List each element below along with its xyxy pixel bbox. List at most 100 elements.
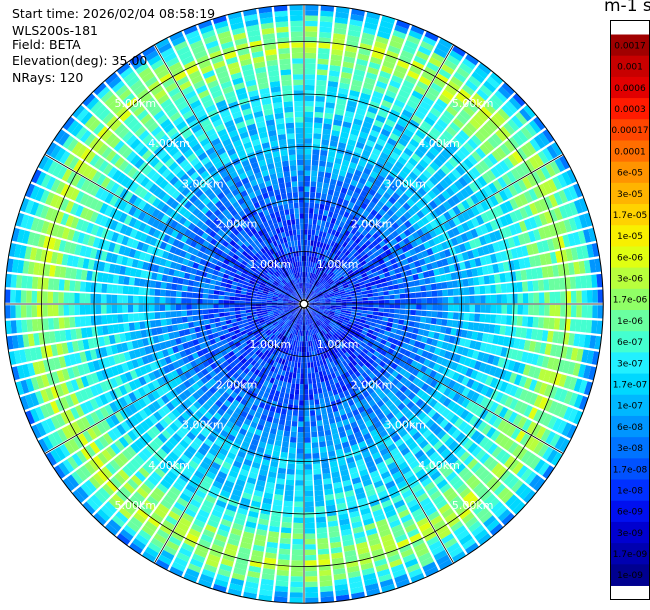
ray-cell [182, 243, 190, 252]
ray-cell [84, 209, 94, 221]
ray-cell [299, 218, 304, 224]
ray-cell [578, 379, 588, 394]
ray-cell [262, 408, 269, 416]
ray-cell [218, 395, 227, 404]
ray-cell [288, 302, 294, 304]
ray-cell [56, 166, 68, 180]
ray-cell [243, 207, 251, 215]
ray-cell [334, 314, 340, 318]
ray-cell [207, 420, 216, 429]
ray-cell [576, 305, 582, 318]
ray-cell [104, 72, 119, 85]
ray-cell [123, 406, 134, 417]
ray-cell [140, 270, 148, 279]
ray-cell [156, 327, 163, 335]
ray-cell [263, 315, 269, 320]
ray-cell [291, 286, 296, 291]
ray-cell [306, 314, 309, 320]
ray-cell [217, 330, 225, 337]
ray-cell [90, 293, 96, 304]
ray-cell [297, 261, 300, 267]
ray-cell [285, 484, 294, 491]
ray-cell [200, 184, 210, 193]
ray-cell [322, 467, 331, 474]
ray-cell [342, 321, 348, 326]
ray-cell [171, 229, 179, 238]
ray-cell [483, 515, 497, 528]
ray-cell [240, 398, 248, 406]
ray-cell [350, 586, 364, 595]
ray-cell [232, 372, 240, 380]
ray-cell [219, 35, 233, 45]
ray-cell [320, 451, 328, 459]
ray-cell [80, 111, 93, 125]
ray-cell [80, 375, 90, 388]
ray-cell [405, 437, 415, 447]
ray-cell [283, 296, 289, 299]
ray-cell [257, 351, 264, 358]
ray-cell [291, 554, 303, 561]
ray-cell [261, 98, 272, 106]
ray-cell [538, 368, 547, 381]
ray-cell [257, 315, 264, 319]
ray-cell [95, 315, 102, 325]
ray-cell [221, 368, 229, 376]
ray-cell [260, 248, 267, 254]
ray-cell [248, 426, 256, 434]
ray-cell [36, 171, 47, 186]
ray-cell [61, 368, 70, 381]
ray-cell [330, 348, 336, 355]
ray-cell [387, 336, 394, 343]
ray-cell [264, 317, 270, 322]
ray-cell [438, 394, 447, 404]
ray-cell [146, 101, 159, 113]
ray-cell [162, 365, 171, 374]
ray-cell [250, 179, 258, 187]
ray-cell [234, 304, 240, 308]
ray-cell [334, 370, 341, 378]
ray-cell [224, 119, 235, 128]
ray-cell [293, 90, 304, 96]
ray-cell [184, 228, 192, 237]
ray-cell [222, 484, 233, 494]
ray-cell [363, 432, 372, 441]
ray-cell [117, 314, 124, 323]
ray-cell [410, 360, 418, 368]
ray-cell [436, 479, 448, 490]
ray-cell [300, 319, 303, 326]
ray-cell [63, 317, 71, 329]
ray-cell [418, 342, 426, 350]
ray-cell [546, 449, 558, 464]
ray-cell [115, 489, 128, 502]
ray-cell [194, 243, 202, 251]
ray-cell [157, 164, 168, 175]
ray-cell [267, 345, 273, 352]
ray-cell [318, 553, 330, 561]
ray-cell [221, 443, 231, 452]
ray-cell [282, 237, 288, 243]
ray-cell [147, 392, 156, 403]
ray-cell [252, 56, 265, 64]
ray-cell [304, 378, 308, 385]
ray-cell [285, 387, 291, 394]
ray-cell [166, 401, 175, 412]
ray-cell [179, 225, 188, 235]
ray-cell [533, 459, 546, 473]
ray-cell [232, 201, 240, 209]
ray-cell [286, 409, 293, 416]
ray-cell [559, 438, 571, 453]
ray-cell [281, 155, 289, 162]
ray-cell [379, 368, 387, 376]
ray-cell [300, 368, 304, 374]
ray-cell [184, 508, 197, 518]
ray-cell [288, 305, 294, 307]
ray-cell [325, 305, 331, 307]
ray-cell [256, 528, 268, 537]
ray-cell [365, 420, 373, 428]
ray-cell [412, 327, 419, 334]
ray-cell [355, 347, 362, 354]
ray-cell [295, 272, 299, 279]
ray-cell [53, 129, 66, 143]
ray-cell [308, 341, 311, 347]
ray-cell [517, 304, 524, 315]
